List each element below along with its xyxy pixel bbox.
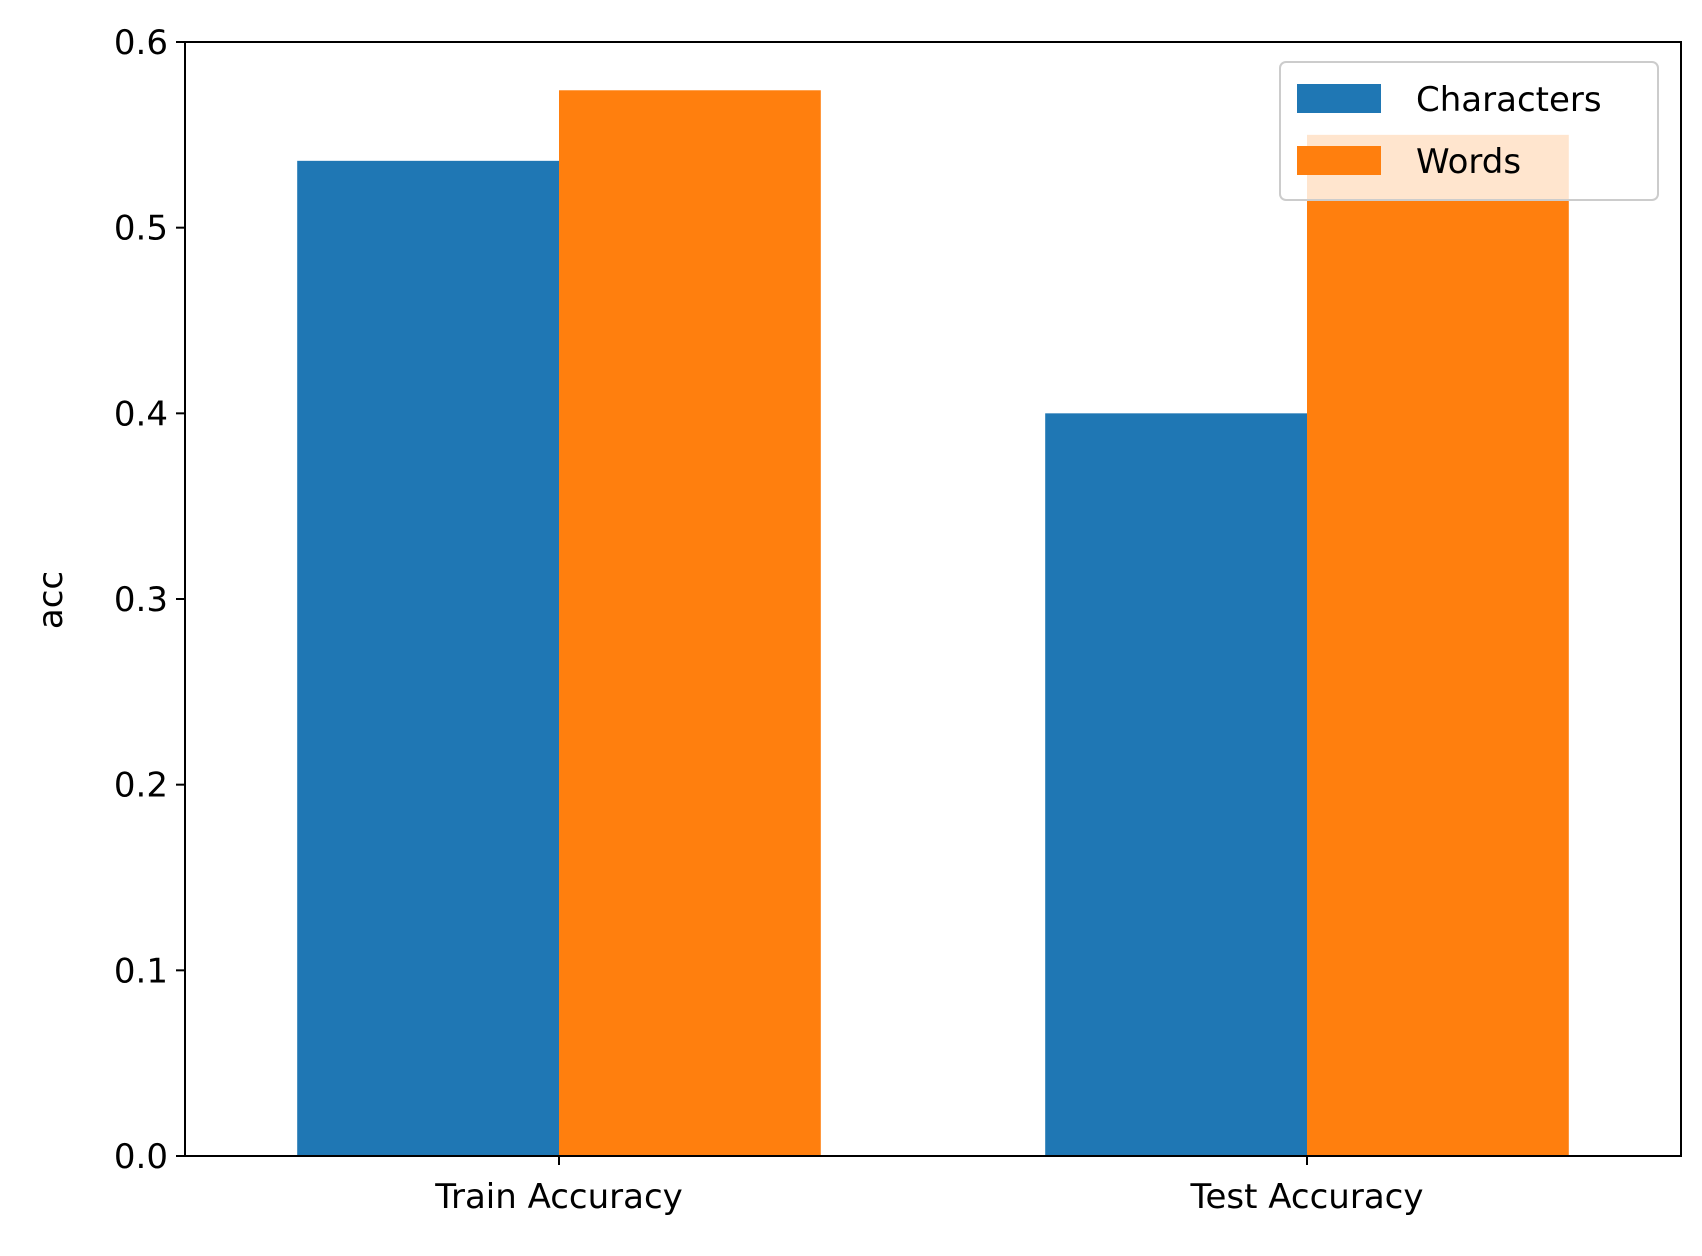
axes-layer: 0.0 0.1 0.2 0.3 0.4 0.5 0.6 Train Accuracy Test … [114,23,1682,1217]
bar-characters-0 [297,160,559,1156]
y-tick-label: 0.5 [114,209,168,249]
legend: Characters Words [1279,61,1659,201]
legend-swatch-words [1297,146,1381,175]
y-axis-label: acc [31,571,71,629]
bar-characters-1 [1045,413,1307,1156]
x-tick-label: Train Accuracy [434,1177,683,1217]
bar-words-1 [1307,134,1569,1157]
bars-layer [297,90,1569,1157]
plot-frame [184,41,1682,1157]
y-tick-label: 0.4 [114,394,168,434]
y-tick-label: 0.6 [114,23,168,63]
y-tick-label: 0.3 [114,580,168,620]
y-tick-label: 0.0 [114,1137,168,1177]
y-tick-label: 0.1 [114,951,168,991]
y-tick-label: 0.2 [114,766,168,806]
x-tick-label: Test Accuracy [1190,1177,1424,1217]
bar-words-0 [559,90,821,1157]
legend-label-words: Words [1416,142,1521,182]
legend-swatch-characters [1297,84,1381,113]
legend-label-characters: Characters [1416,80,1602,120]
